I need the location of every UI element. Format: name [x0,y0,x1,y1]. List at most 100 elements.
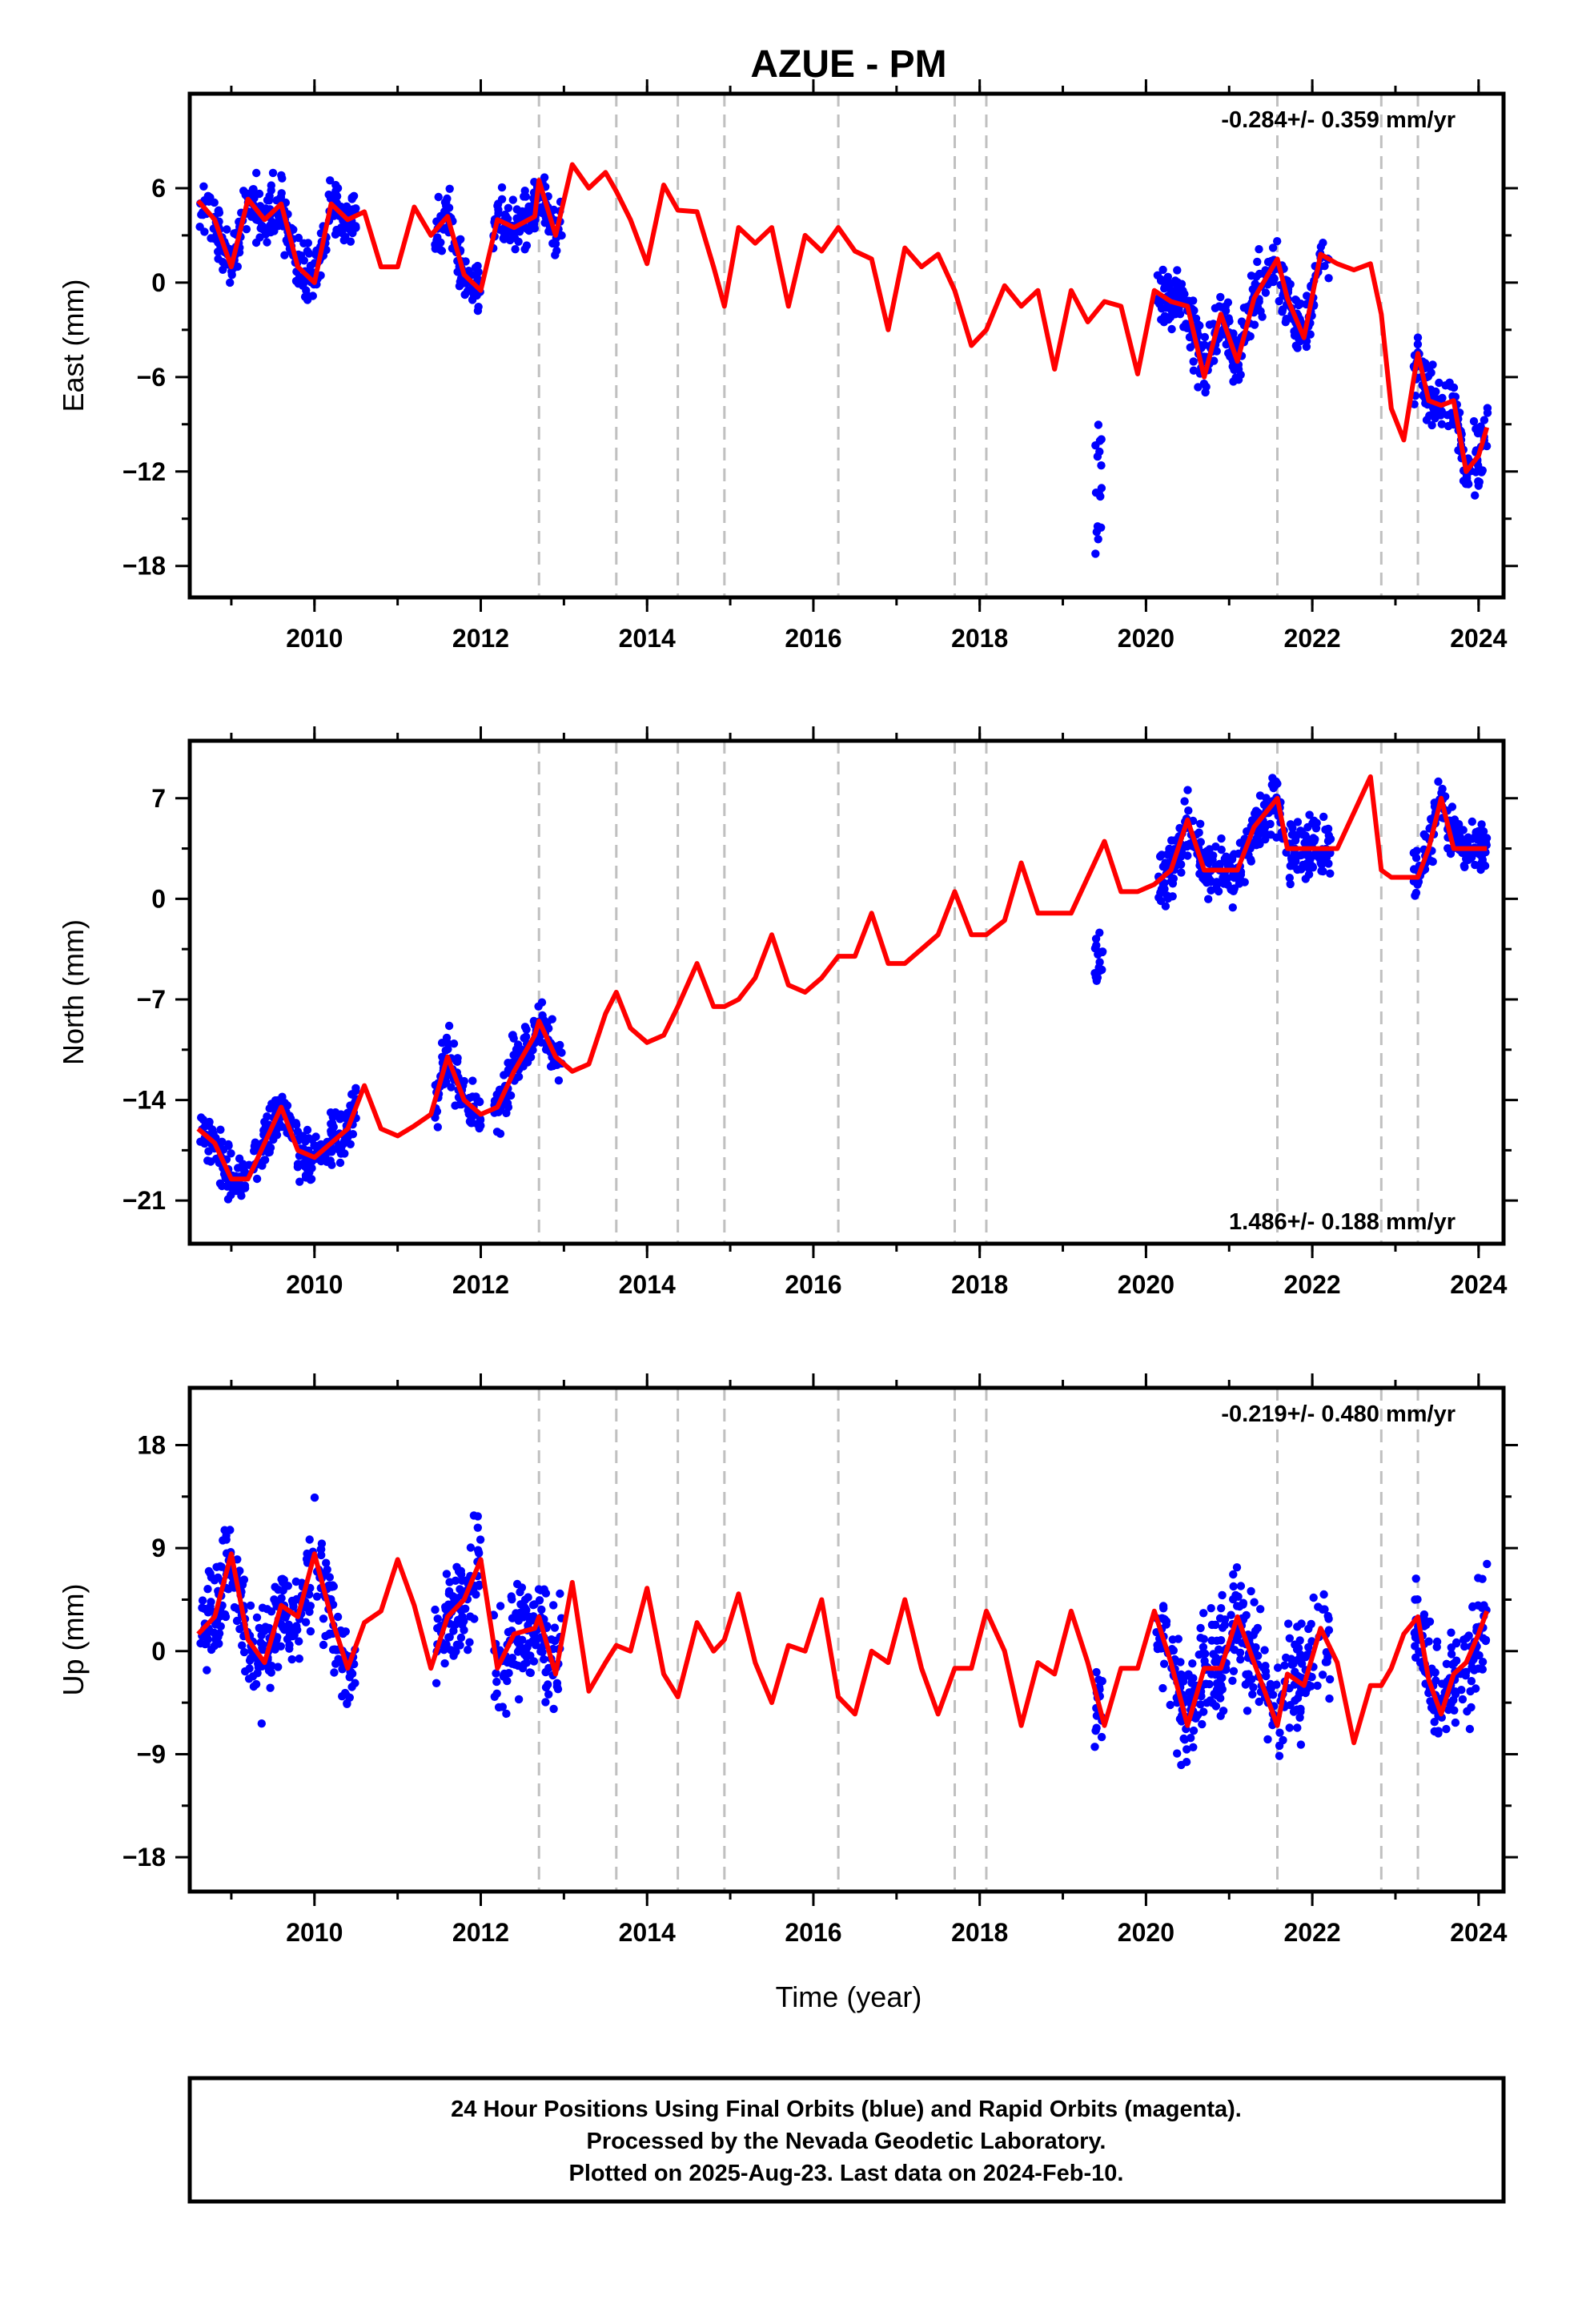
data-point [1324,1626,1334,1634]
data-point [287,1626,295,1634]
data-point [257,1630,266,1640]
data-point [549,1704,558,1714]
x-tick-label: 2020 [1118,1918,1174,1947]
data-point [1250,320,1259,329]
data-point [492,1669,500,1678]
data-point [1324,274,1333,283]
data-point [550,1623,560,1632]
data-point [1255,839,1264,849]
data-point [1478,1603,1487,1613]
data-point [1468,1602,1477,1611]
data-point [1188,1659,1197,1668]
data-point [520,1023,530,1031]
data-point [219,265,227,274]
data-point [1472,1684,1480,1693]
data-point [1211,304,1220,312]
data-point [266,1683,275,1692]
data-point [1479,827,1488,836]
data-point [1216,292,1225,302]
data-point [476,1114,484,1124]
data-point [1179,1734,1188,1743]
data-point [351,1084,360,1093]
data-point [1323,1658,1331,1667]
data-point [449,1626,458,1635]
data-point [343,1699,351,1708]
data-point [1153,1644,1162,1654]
x-tick-label: 2018 [951,1270,1008,1299]
data-point [1464,833,1473,842]
data-point [1438,784,1447,794]
data-point [442,1570,452,1578]
data-point [1153,271,1162,279]
data-point [466,1612,475,1621]
data-point [255,1623,263,1633]
offset-lines [537,741,1419,1244]
data-point [474,1547,483,1556]
data-point [246,1654,255,1663]
data-point [235,1625,244,1634]
data-point [263,238,271,247]
final-orbit-points [196,1493,1492,1770]
data-point [529,1657,539,1666]
data-point [203,1585,212,1594]
data-point [1411,888,1421,898]
data-point [1434,777,1443,786]
data-point [340,1149,349,1158]
data-point [442,1033,452,1043]
data-point [1467,1677,1476,1686]
data-point [265,1623,274,1633]
data-point [1092,941,1101,950]
data-point [1452,1638,1461,1648]
x-tick-label: 2014 [619,1918,676,1947]
data-point [1431,1668,1439,1677]
data-point [306,1626,315,1636]
y-tick-label: −6 [137,363,166,392]
data-point [1096,492,1105,501]
model-line [196,774,1488,1182]
data-point [208,1125,217,1134]
data-point [283,1101,292,1110]
data-point [293,1626,302,1634]
data-point [1247,271,1256,280]
data-point [207,1645,216,1655]
data-point [503,1676,512,1686]
y-tick-label: 6 [151,174,166,203]
data-point [1174,1634,1183,1643]
data-point [442,197,451,207]
data-point [1289,830,1299,839]
data-point [262,229,271,238]
data-point [1266,1679,1275,1689]
data-point [500,210,509,219]
data-point [1268,774,1277,782]
data-point [537,998,547,1007]
data-point [1203,1699,1211,1707]
data-point [456,1570,466,1579]
data-point [239,1163,248,1172]
data-point [199,182,208,191]
data-point [468,1076,477,1085]
data-point [1161,902,1170,911]
data-point [331,1659,340,1668]
data-point [1443,411,1452,420]
data-point [444,1071,453,1080]
y-tick-label: −9 [137,1739,166,1768]
data-point [1095,958,1104,967]
data-point [521,223,531,232]
data-point [520,192,528,201]
data-point [293,1127,303,1136]
data-point [1251,279,1259,288]
data-point [223,1182,232,1191]
data-point [1229,1582,1238,1591]
data-point [444,1044,452,1054]
data-point [1447,802,1457,811]
data-point [274,1663,283,1671]
data-point [504,1627,513,1637]
data-point [1093,522,1102,531]
data-point [1307,1672,1316,1682]
data-point [1460,1635,1468,1644]
data-point [204,1607,213,1617]
data-point [1195,828,1203,837]
data-point [508,1031,517,1040]
data-point [497,195,507,203]
